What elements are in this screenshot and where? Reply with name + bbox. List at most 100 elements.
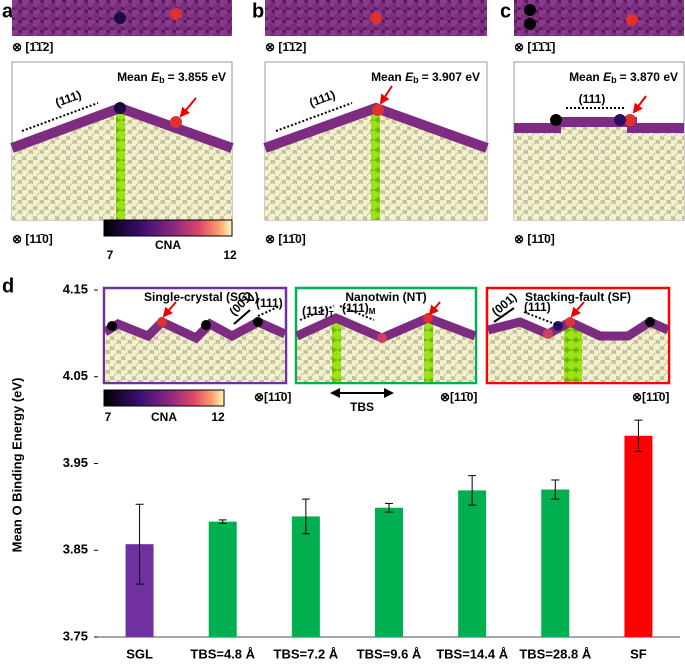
panel-label: b xyxy=(252,0,264,22)
bar-chart: Mean O Binding Energy (eV) 3.75 3.85 3.95 4… xyxy=(9,281,680,661)
mean: Mean xyxy=(569,70,600,84)
colorbar xyxy=(103,389,225,407)
colorbar-max: 12 xyxy=(211,410,225,424)
atom xyxy=(624,114,636,126)
atom xyxy=(645,317,655,327)
plane-line xyxy=(275,102,353,132)
direction: ⊗ [1̄1̄2] xyxy=(12,40,53,54)
direction: ⊗ [11̄0] xyxy=(265,232,306,246)
plane-label: (111) xyxy=(256,296,283,310)
panel-d: d Single-crystal (SGL) (001) (111) Nanot… xyxy=(2,275,671,424)
mean-text: Mean Eb = 3.870 eV xyxy=(569,70,678,85)
arrow xyxy=(428,301,441,316)
y-tick-label: 3.95 xyxy=(63,455,88,470)
direction: ⊗ [1̄1̄1̄] xyxy=(514,40,555,54)
mean-value: = 3.870 eV xyxy=(620,70,678,84)
colorbar-title: CNA xyxy=(155,238,181,252)
top-view xyxy=(514,0,684,36)
atom xyxy=(170,8,182,20)
bar xyxy=(208,521,237,637)
atom xyxy=(201,320,211,330)
plane-label: (111)M xyxy=(342,301,376,316)
twin-column xyxy=(371,114,380,220)
y-axis-label: Mean O Binding Energy (eV) xyxy=(9,378,24,553)
x-tick-label: SGL xyxy=(126,646,153,661)
bar xyxy=(458,490,487,637)
colorbar-min: 7 xyxy=(105,410,112,424)
inset-nt: Nanotwin (NT) (111)T (111)M xyxy=(294,286,478,385)
atom xyxy=(114,12,126,24)
direction: ⊗ [1̄1̄2] xyxy=(265,40,306,54)
panel-label: d xyxy=(2,275,14,297)
symbol: E xyxy=(603,70,612,84)
atom xyxy=(170,116,182,128)
atom xyxy=(253,317,263,327)
subscript: M xyxy=(369,307,376,316)
inset-title: Nanotwin (NT) xyxy=(345,290,426,304)
colorbar-title: CNA xyxy=(151,410,177,424)
colorbar xyxy=(103,219,233,237)
atom xyxy=(524,4,536,16)
atom xyxy=(157,317,167,327)
twin-column xyxy=(332,322,341,382)
atom xyxy=(370,12,382,24)
plane-label: (111) xyxy=(579,92,606,106)
mean: Mean xyxy=(117,70,148,84)
mean-value: = 3.855 eV xyxy=(168,70,226,84)
twin-column xyxy=(116,114,125,220)
mean-text: Mean Eb = 3.855 eV xyxy=(117,70,226,85)
symbol: E xyxy=(405,70,414,84)
x-tick-label: TBS=14.4 Å xyxy=(436,646,509,661)
x-tick-label: TBS=7.2 Å xyxy=(274,646,339,661)
panel-a: a ⊗ [1̄1̄2] (111) Mean Eb = 3.855 eV ⊗ [1… xyxy=(2,0,237,262)
atom xyxy=(114,102,126,114)
panel-label: a xyxy=(2,0,14,22)
plane: (111) xyxy=(342,301,369,315)
subscript: b xyxy=(159,75,165,85)
bar xyxy=(291,516,320,637)
bar xyxy=(375,507,403,637)
arrow xyxy=(179,97,197,118)
atom xyxy=(423,313,433,323)
colorbar-min: 7 xyxy=(107,248,114,262)
inset-title: Single-crystal (SGL) xyxy=(144,290,259,304)
y-tick-label: 3.85 xyxy=(63,542,88,557)
spacing-label: TBS xyxy=(350,400,374,414)
inset-sf: Stacking-fault (SF) (001) (111) xyxy=(485,286,671,385)
arrow xyxy=(632,95,647,114)
direction: ⊗ [11̄0] xyxy=(514,232,555,246)
plane-line xyxy=(493,307,515,323)
arrow xyxy=(162,301,177,318)
plane: (111) xyxy=(302,304,329,318)
x-tick-label: TBS=4.8 Å xyxy=(190,646,255,661)
plane-line xyxy=(523,311,561,327)
subscript: T xyxy=(329,310,334,319)
y-tick-label: 4.05 xyxy=(63,368,88,383)
y-tick-label: 4.15 xyxy=(63,281,88,296)
inset-title: Stacking-fault (SF) xyxy=(525,290,631,304)
plane-line xyxy=(233,309,251,325)
atom xyxy=(524,18,536,30)
arrow xyxy=(379,85,393,105)
panel-label: c xyxy=(500,0,511,22)
subscript: b xyxy=(611,75,617,85)
y-tick-label: 3.75 xyxy=(63,628,88,643)
direction: ⊗[11̄0] xyxy=(254,390,291,404)
x-tick-label: TBS=9.6 Å xyxy=(357,646,422,661)
x-tick-label: SF xyxy=(630,646,647,661)
crystal xyxy=(514,120,684,220)
plane-line xyxy=(21,102,99,132)
bar xyxy=(541,489,570,637)
fault-column xyxy=(564,326,582,382)
surface xyxy=(102,316,287,344)
direction: ⊗[11̄0] xyxy=(440,390,477,404)
atom xyxy=(626,14,638,26)
symbol: E xyxy=(151,70,160,84)
inset-sgl: Single-crystal (SGL) (001) (111) xyxy=(102,286,288,385)
panel-b: b ⊗ [1̄1̄2] (111) Mean Eb = 3.907 eV ⊗ [1… xyxy=(252,0,489,246)
atom xyxy=(107,321,117,331)
mean-text: Mean Eb = 3.907 eV xyxy=(371,70,480,85)
direction: ⊗[11̄0] xyxy=(632,390,669,404)
arrow xyxy=(570,301,585,318)
